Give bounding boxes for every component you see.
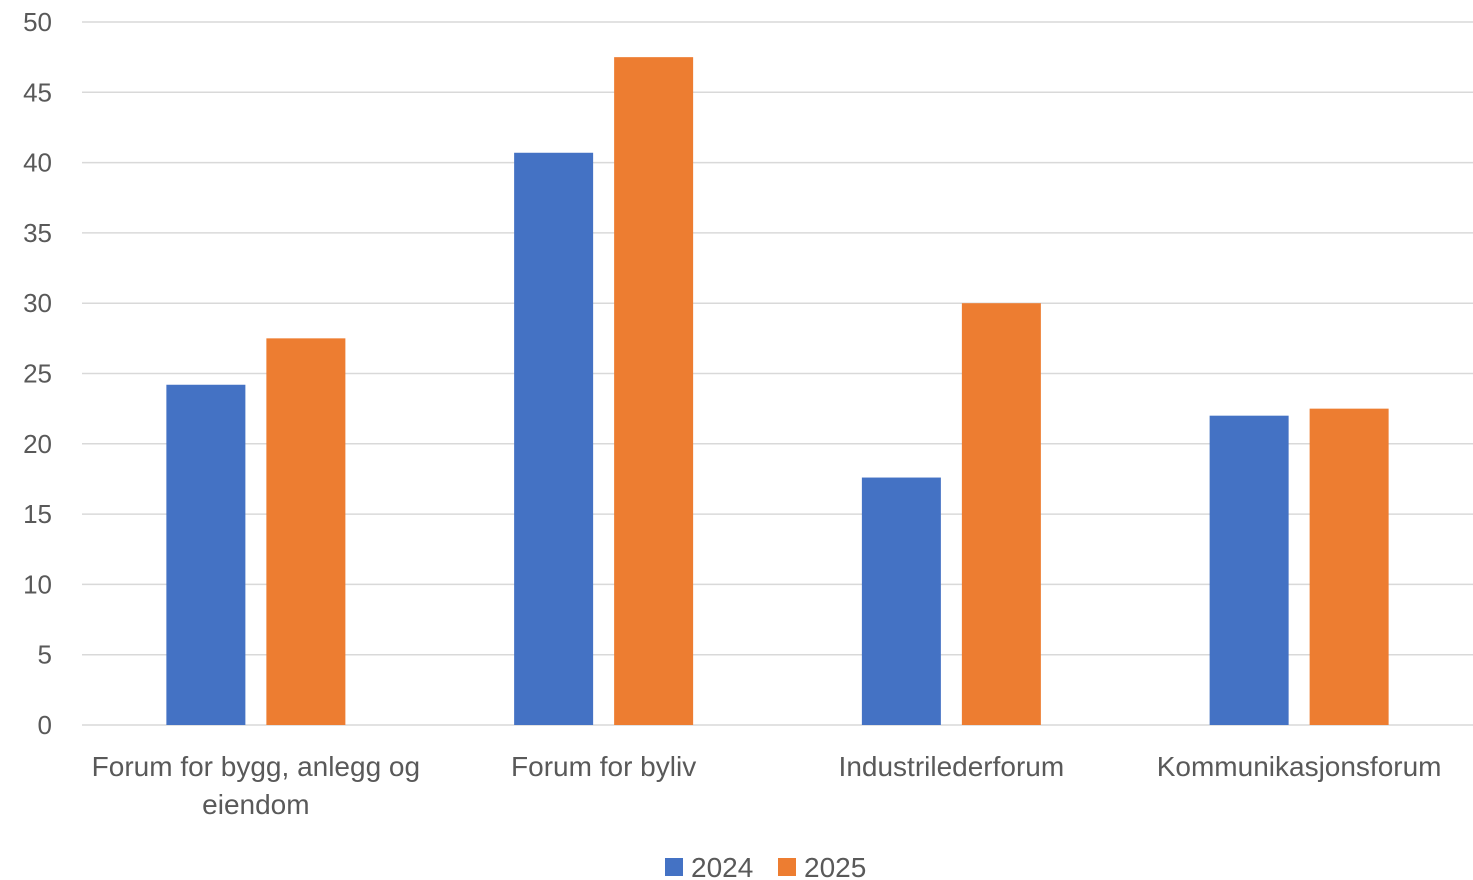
bar-2025-3 [1309,408,1389,725]
y-tick-label: 40 [23,148,52,178]
y-tick-label: 35 [23,218,52,248]
x-category-label: Forum for byliv [511,751,696,782]
bar-2024-2 [861,477,941,725]
bar-2024-0 [166,384,246,725]
x-category-label: Forum for bygg, anlegg og [92,751,420,782]
y-axis-tick-labels: 0 5 10 15 20 25 30 35 40 45 50 [23,7,52,740]
bar-2024-3 [1209,415,1289,725]
legend-label-2025: 2025 [804,852,866,880]
y-tick-label: 25 [23,359,52,389]
x-category-label: Industrilederforum [839,751,1065,782]
bar-2025-2 [961,303,1041,725]
bar-2025-0 [266,338,346,725]
y-tick-label: 10 [23,569,52,599]
y-tick-label: 45 [23,77,52,107]
y-tick-label: 30 [23,288,52,318]
y-tick-label: 0 [38,710,52,740]
x-axis-category-labels: Forum for bygg, anlegg og eiendom Forum fo… [92,751,1442,820]
bar-2025-1 [614,57,694,725]
y-tick-label: 15 [23,499,52,529]
legend-label-2024: 2024 [691,852,753,880]
legend-swatch-2024 [665,858,683,876]
legend-swatch-2025 [778,858,796,876]
x-category-label: eiendom [202,789,309,820]
legend: 2024 2025 [665,852,866,880]
x-category-label: Kommunikasjonsforum [1157,751,1442,782]
y-tick-label: 20 [23,429,52,459]
bar-2024-1 [514,152,594,725]
bars [166,57,1389,725]
y-tick-label: 50 [23,7,52,37]
y-tick-label: 5 [38,640,52,670]
